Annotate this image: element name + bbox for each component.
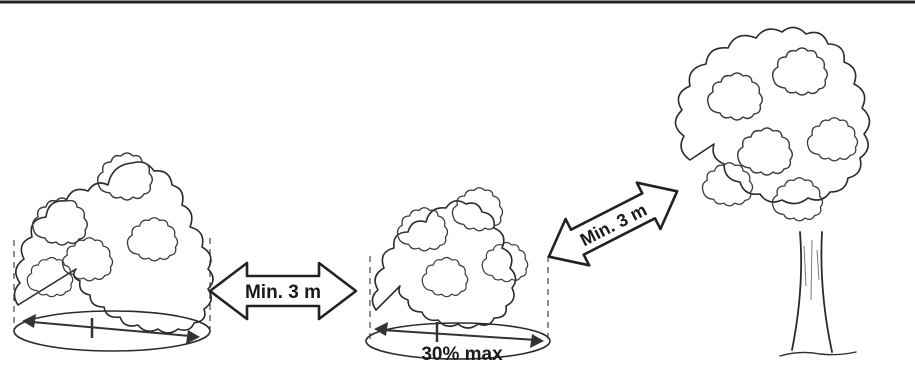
tree-right <box>674 26 871 357</box>
tree-crown <box>674 26 871 205</box>
double-arrow-diagonal <box>547 181 679 267</box>
shrub-foliage-left <box>13 161 214 334</box>
width-arrow-middle-head-a <box>374 322 388 336</box>
ground-ellipse-middle <box>365 322 551 360</box>
shrub-group-middle: 30% max <box>365 187 551 365</box>
tree-bark-lines <box>803 239 820 301</box>
min-distance-label-shrubs: Min. 3 m <box>245 282 321 303</box>
width-arrow-left-head-b <box>186 330 200 344</box>
width-arrow-left-head-a <box>22 314 36 328</box>
spacing-arrow-tree: Min. 3 m <box>547 181 679 267</box>
crown-cover-label: 30% max <box>421 344 503 365</box>
spacing-arrow-shrubs: Min. 3 m <box>208 261 358 321</box>
width-arrow-middle <box>381 329 537 341</box>
shrub-group-left <box>13 152 214 352</box>
tree-base <box>779 351 857 357</box>
width-arrow-left <box>31 321 191 337</box>
tree-trunk <box>791 231 833 353</box>
double-arrow-horizontal <box>208 261 358 321</box>
shrub-foliage-middle <box>371 200 517 329</box>
width-arrow-middle-head-b <box>530 334 544 348</box>
